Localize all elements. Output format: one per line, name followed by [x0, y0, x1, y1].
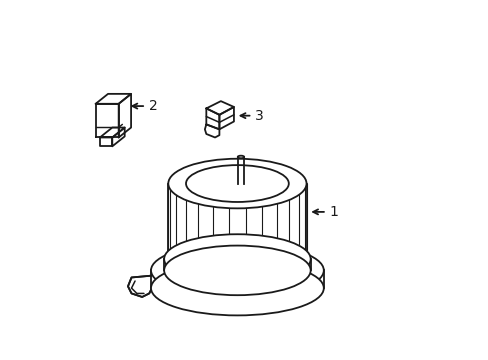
- Polygon shape: [193, 288, 225, 303]
- Polygon shape: [96, 94, 131, 104]
- Polygon shape: [100, 138, 112, 146]
- Ellipse shape: [151, 243, 323, 298]
- Text: 2: 2: [132, 99, 157, 113]
- Polygon shape: [206, 108, 219, 129]
- Ellipse shape: [185, 165, 288, 202]
- Polygon shape: [128, 276, 151, 297]
- Polygon shape: [96, 104, 119, 138]
- Ellipse shape: [164, 234, 310, 284]
- Text: 1: 1: [312, 205, 338, 219]
- Ellipse shape: [168, 159, 306, 208]
- Ellipse shape: [237, 156, 244, 158]
- Polygon shape: [204, 125, 219, 138]
- Polygon shape: [100, 127, 124, 138]
- Polygon shape: [219, 107, 233, 129]
- Polygon shape: [119, 94, 131, 138]
- Polygon shape: [206, 101, 233, 115]
- Ellipse shape: [151, 261, 323, 315]
- Ellipse shape: [164, 246, 310, 295]
- Ellipse shape: [168, 237, 306, 286]
- Text: 3: 3: [240, 109, 264, 123]
- Polygon shape: [112, 127, 124, 146]
